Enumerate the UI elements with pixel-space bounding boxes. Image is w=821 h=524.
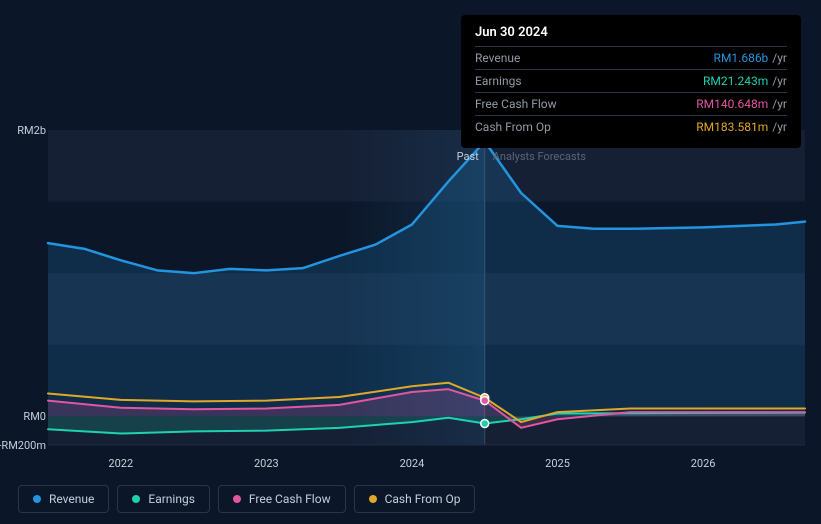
x-axis-tick: 2023 (254, 457, 279, 470)
legend-dot-icon (369, 495, 377, 503)
tooltip-metric-value: RM21.243m/yr (703, 74, 787, 88)
tooltip-metric-label: Earnings (475, 74, 522, 88)
legend-label: Revenue (49, 492, 94, 506)
hover-tooltip: Jun 30 2024 Revenue RM1.686b/yr Earnings RM… (461, 15, 801, 148)
legend-item-fcf[interactable]: Free Cash Flow (218, 485, 346, 513)
legend-item-earnings[interactable]: Earnings (117, 485, 210, 513)
past-label: Past (457, 150, 479, 163)
legend-dot-icon (233, 495, 241, 503)
y-axis-tick: RM0 (23, 410, 46, 423)
tooltip-metric-value: RM140.648m/yr (696, 97, 787, 111)
tooltip-metric-value: RM1.686b/yr (714, 51, 787, 65)
forecast-label: Analysts Forecasts (493, 150, 586, 163)
legend: Revenue Earnings Free Cash Flow Cash From O… (18, 485, 475, 513)
legend-dot-icon (33, 495, 41, 503)
tooltip-row: Revenue RM1.686b/yr (475, 46, 787, 69)
tooltip-row: Earnings RM21.243m/yr (475, 69, 787, 92)
legend-label: Free Cash Flow (249, 492, 331, 506)
tooltip-metric-label: Cash From Op (475, 120, 551, 134)
x-axis-tick: 2026 (691, 457, 716, 470)
x-axis-tick: 2024 (400, 457, 425, 470)
x-axis-tick: 2022 (108, 457, 133, 470)
x-axis-tick: 2025 (545, 457, 570, 470)
tooltip-row: Cash From Op RM183.581m/yr (475, 115, 787, 138)
y-axis-tick: -RM200m (0, 439, 46, 452)
legend-label: Cash From Op (385, 492, 461, 506)
chart-container: Jun 30 2024 Revenue RM1.686b/yr Earnings RM… (0, 0, 821, 524)
tooltip-title: Jun 30 2024 (475, 25, 787, 40)
tooltip-metric-value: RM183.581m/yr (696, 120, 787, 134)
tooltip-metric-label: Revenue (475, 51, 520, 65)
legend-dot-icon (132, 495, 140, 503)
tooltip-row: Free Cash Flow RM140.648m/yr (475, 92, 787, 115)
y-axis-tick: RM2b (17, 124, 46, 137)
tooltip-metric-label: Free Cash Flow (475, 97, 557, 111)
legend-item-revenue[interactable]: Revenue (18, 485, 109, 513)
legend-item-cfo[interactable]: Cash From Op (354, 485, 476, 513)
legend-label: Earnings (148, 492, 195, 506)
